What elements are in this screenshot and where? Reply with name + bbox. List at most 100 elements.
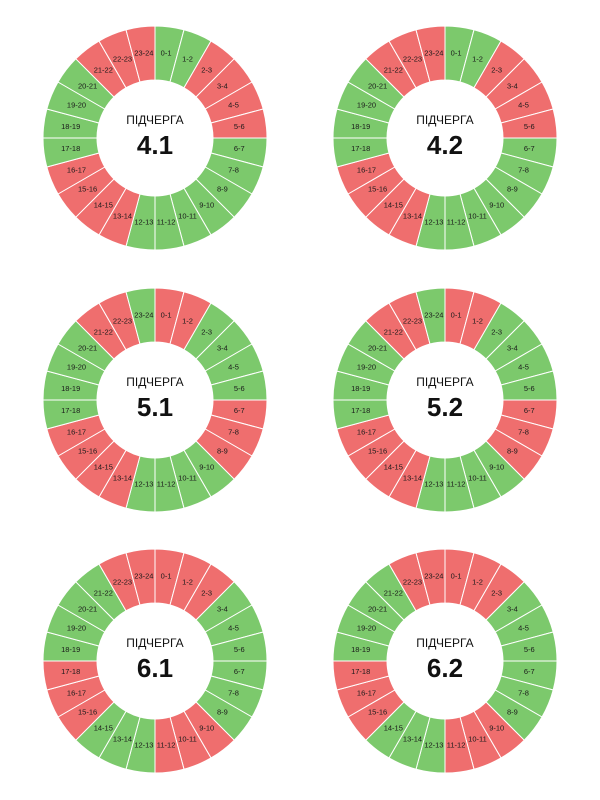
queue-title: ПІДЧЕРГА xyxy=(416,113,473,127)
hour-label: 8-9 xyxy=(507,185,518,194)
hour-label: 11-12 xyxy=(447,740,466,749)
hour-label: 8-9 xyxy=(507,708,518,717)
schedule-wheel-4-1: 0-1 1-2 2-3 3-4 4-5 5-6 6-7 7-8 8-99-1010-1111-1… xyxy=(42,25,268,251)
segment-23-24-off xyxy=(415,548,446,606)
hour-label: 13-14 xyxy=(113,734,132,743)
hour-label: 12-13 xyxy=(424,740,443,749)
hour-label: 9-10 xyxy=(199,462,214,471)
queue-title: ПІДЧЕРГА xyxy=(126,375,183,389)
hour-label: 7-8 xyxy=(228,427,239,436)
hour-label: 0-1 xyxy=(161,311,172,320)
hour-label: 6-7 xyxy=(524,667,535,676)
queue-number: 4.1 xyxy=(137,130,173,160)
hour-label: 3-4 xyxy=(217,343,228,352)
hour-label: 21-22 xyxy=(94,589,113,598)
hour-label: 14-15 xyxy=(94,462,113,471)
hour-label: 20-21 xyxy=(78,604,97,613)
hour-label: 4-5 xyxy=(228,100,239,109)
hour-label: 23-24 xyxy=(424,49,443,58)
hour-label: 13-14 xyxy=(113,473,132,482)
hour-label: 0-1 xyxy=(451,49,462,58)
segment-23-24-on xyxy=(415,287,446,345)
hour-label: 18-19 xyxy=(61,122,80,131)
hour-label: 23-24 xyxy=(424,311,443,320)
hour-label: 3-4 xyxy=(507,604,518,613)
hour-label: 8-9 xyxy=(217,708,228,717)
hour-label: 13-14 xyxy=(113,211,132,220)
hour-label: 20-21 xyxy=(368,81,387,90)
segment-23-24-off xyxy=(125,548,156,606)
hour-label: 3-4 xyxy=(217,604,228,613)
hour-label: 10-11 xyxy=(468,211,487,220)
hour-label: 11-12 xyxy=(447,217,466,226)
hour-label: 18-19 xyxy=(351,645,370,654)
queue-number: 6.2 xyxy=(427,653,463,683)
hour-label: 22-23 xyxy=(403,577,422,586)
hour-label: 17-18 xyxy=(61,667,80,676)
queue-title: ПІДЧЕРГА xyxy=(416,375,473,389)
hour-label: 6-7 xyxy=(524,406,535,415)
hour-label: 22-23 xyxy=(113,577,132,586)
segment-23-24-on xyxy=(125,287,156,345)
hour-label: 3-4 xyxy=(217,81,228,90)
queue-title: ПІДЧЕРГА xyxy=(416,636,473,650)
hour-label: 22-23 xyxy=(113,54,132,63)
hour-label: 21-22 xyxy=(384,66,403,75)
hour-label: 17-18 xyxy=(351,406,370,415)
hour-label: 1-2 xyxy=(472,54,483,63)
hour-label: 16-17 xyxy=(357,165,376,174)
hour-label: 6-7 xyxy=(234,144,245,153)
hour-label: 17-18 xyxy=(61,144,80,153)
hour-label: 12-13 xyxy=(424,217,443,226)
hour-label: 0-1 xyxy=(161,49,172,58)
hour-label: 2-3 xyxy=(201,328,212,337)
hour-label: 21-22 xyxy=(94,66,113,75)
hour-label: 20-21 xyxy=(78,81,97,90)
hour-label: 19-20 xyxy=(67,100,86,109)
hour-label: 19-20 xyxy=(357,623,376,632)
hour-label: 5-6 xyxy=(524,645,535,654)
hour-label: 11-12 xyxy=(447,479,466,488)
hour-label: 12-13 xyxy=(134,479,153,488)
hour-label: 15-16 xyxy=(78,185,97,194)
hour-label: 21-22 xyxy=(384,589,403,598)
hour-label: 15-16 xyxy=(78,708,97,717)
hour-label: 6-7 xyxy=(234,667,245,676)
hour-label: 23-24 xyxy=(424,572,443,581)
hour-label: 7-8 xyxy=(518,427,529,436)
hour-label: 8-9 xyxy=(217,447,228,456)
hour-label: 18-19 xyxy=(61,384,80,393)
schedule-wheel-6-2: 0-1 1-2 2-3 3-4 4-5 5-6 6-7 7-8 8-99-1010-1111-1… xyxy=(332,548,558,774)
hour-label: 5-6 xyxy=(524,122,535,131)
hour-label: 5-6 xyxy=(234,645,245,654)
hour-label: 13-14 xyxy=(403,211,422,220)
hour-label: 7-8 xyxy=(228,688,239,697)
hour-label: 20-21 xyxy=(368,343,387,352)
hour-label: 15-16 xyxy=(78,447,97,456)
hour-label: 5-6 xyxy=(234,384,245,393)
hour-label: 7-8 xyxy=(518,165,529,174)
hour-label: 4-5 xyxy=(518,623,529,632)
hour-label: 8-9 xyxy=(507,447,518,456)
hour-label: 15-16 xyxy=(368,708,387,717)
hour-label: 3-4 xyxy=(507,81,518,90)
hour-label: 1-2 xyxy=(182,316,193,325)
hour-label: 7-8 xyxy=(518,688,529,697)
hour-label: 15-16 xyxy=(368,447,387,456)
hour-label: 22-23 xyxy=(113,316,132,325)
hour-label: 20-21 xyxy=(78,343,97,352)
hour-label: 17-18 xyxy=(61,406,80,415)
hour-label: 16-17 xyxy=(357,688,376,697)
hour-label: 2-3 xyxy=(201,589,212,598)
hour-label: 10-11 xyxy=(468,734,487,743)
hour-label: 11-12 xyxy=(157,740,176,749)
hour-label: 4-5 xyxy=(228,623,239,632)
hour-label: 14-15 xyxy=(384,462,403,471)
hour-label: 6-7 xyxy=(234,406,245,415)
hour-label: 14-15 xyxy=(94,200,113,209)
hour-label: 12-13 xyxy=(424,479,443,488)
schedule-wheel-6-1: 0-1 1-2 2-3 3-4 4-5 5-6 6-7 7-8 8-99-1010-1111-1… xyxy=(42,548,268,774)
hour-label: 14-15 xyxy=(384,200,403,209)
hour-label: 9-10 xyxy=(489,200,504,209)
